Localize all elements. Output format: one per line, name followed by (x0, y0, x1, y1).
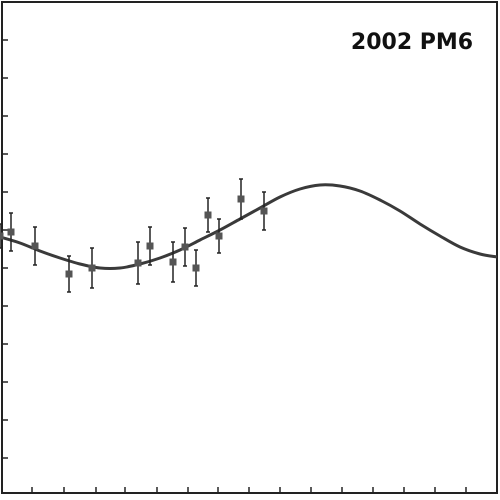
data-point (181, 227, 189, 267)
point-marker (0, 232, 4, 240)
data-points (0, 178, 268, 293)
point-marker (7, 228, 15, 236)
data-point (215, 218, 223, 254)
data-point (65, 255, 73, 293)
model-curve (0, 183, 498, 271)
data-point (169, 241, 177, 283)
point-marker (204, 211, 212, 219)
point-marker (88, 264, 96, 272)
point-marker (237, 195, 245, 203)
point-marker (65, 270, 73, 278)
point-marker (181, 243, 189, 251)
point-marker (146, 242, 154, 250)
data-point (31, 226, 39, 266)
data-point (260, 191, 268, 231)
chart-title: 2002 PM6 (351, 30, 473, 55)
data-point (146, 226, 154, 266)
point-marker (134, 259, 142, 267)
data-point (237, 178, 245, 220)
data-point (7, 212, 15, 252)
point-marker (192, 264, 200, 272)
point-marker (260, 207, 268, 215)
axis-ticks (2, 39, 467, 493)
data-point (192, 249, 200, 287)
data-point (0, 223, 4, 249)
point-marker (31, 242, 39, 250)
data-point (204, 197, 212, 233)
data-point (88, 247, 96, 289)
data-point (134, 241, 142, 285)
point-marker (169, 258, 177, 266)
point-marker (215, 232, 223, 240)
